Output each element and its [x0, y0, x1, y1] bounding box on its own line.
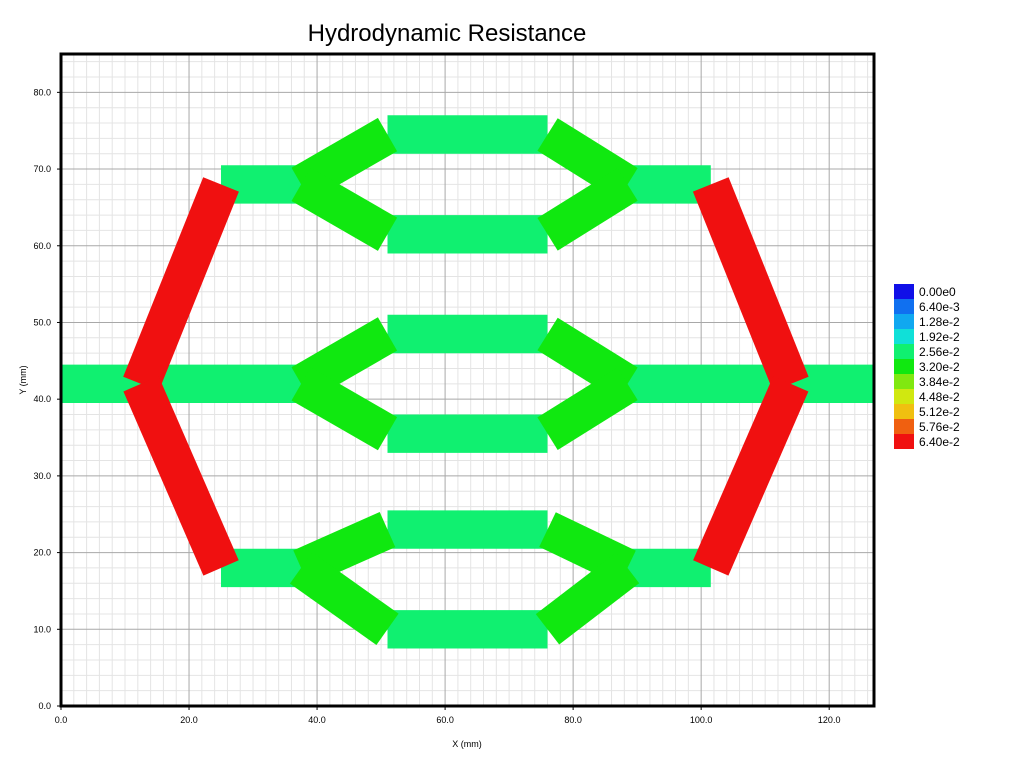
channel-segment — [291, 367, 398, 451]
channel-segment — [221, 165, 302, 204]
legend-label: 2.56e-2 — [919, 344, 960, 359]
color-legend: 0.00e0 6.40e-3 1.28e-2 1.92e-2 2.56e-2 3.20e-… — [894, 284, 960, 449]
legend-swatch — [894, 299, 914, 314]
y-axis-ticks: 0.0 10.0 20.0 30.0 40.0 50.0 60.0 70.0 80.0 — [33, 87, 61, 711]
legend-label: 5.76e-2 — [919, 419, 960, 434]
legend-item: 6.40e-2 — [894, 434, 960, 449]
legend-label: 6.40e-2 — [919, 434, 960, 449]
channel-segment — [693, 376, 809, 576]
channel-segment — [291, 167, 398, 251]
y-tick-label: 40.0 — [33, 394, 51, 404]
legend-item: 5.12e-2 — [894, 404, 960, 419]
legend-label: 3.84e-2 — [919, 374, 960, 389]
legend-swatch — [894, 434, 914, 449]
channel-segment — [387, 115, 548, 154]
channel-segment — [289, 552, 399, 645]
legend-item: 1.28e-2 — [894, 314, 960, 329]
legend-swatch — [894, 329, 914, 344]
legend-swatch — [894, 314, 914, 329]
legend-item: 4.48e-2 — [894, 389, 960, 404]
legend-label: 1.92e-2 — [919, 329, 960, 344]
legend-item: 3.20e-2 — [894, 359, 960, 374]
channel-segment — [61, 364, 141, 403]
x-tick-label: 80.0 — [564, 715, 582, 725]
legend-label: 6.40e-3 — [919, 299, 960, 314]
legend-item: 2.56e-2 — [894, 344, 960, 359]
y-tick-label: 60.0 — [33, 241, 51, 251]
x-axis-label: X (mm) — [452, 739, 482, 749]
legend-label: 3.20e-2 — [919, 359, 960, 374]
y-axis-label: Y (mm) — [18, 365, 28, 394]
y-tick-label: 0.0 — [38, 701, 51, 711]
x-tick-label: 100.0 — [690, 715, 713, 725]
channel-segment — [387, 610, 548, 649]
x-axis-ticks: 0.0 20.0 40.0 60.0 80.0 100.0 120.0 — [55, 706, 841, 725]
legend-swatch — [894, 389, 914, 404]
x-tick-label: 60.0 — [436, 715, 454, 725]
y-tick-label: 10.0 — [33, 624, 51, 634]
channel-segment — [627, 364, 791, 403]
legend-swatch — [894, 374, 914, 389]
legend-label: 4.48e-2 — [919, 389, 960, 404]
legend-swatch — [894, 344, 914, 359]
plot-frame — [59, 52, 876, 708]
x-tick-label: 0.0 — [55, 715, 68, 725]
x-tick-label: 20.0 — [180, 715, 198, 725]
channel-segment — [627, 165, 711, 204]
channel-segment — [692, 177, 809, 391]
channel-segment — [221, 548, 302, 588]
legend-item: 5.76e-2 — [894, 419, 960, 434]
channel-segment — [537, 367, 638, 450]
legend-item: 3.84e-2 — [894, 374, 960, 389]
legend-label: 1.28e-2 — [919, 314, 960, 329]
y-tick-label: 30.0 — [33, 471, 51, 481]
y-tick-label: 70.0 — [33, 164, 51, 174]
legend-swatch — [894, 359, 914, 374]
legend-swatch — [894, 404, 914, 419]
legend-swatch — [894, 419, 914, 434]
legend-item: 0.00e0 — [894, 284, 960, 299]
y-tick-label: 50.0 — [33, 317, 51, 327]
legend-label: 5.12e-2 — [919, 404, 960, 419]
x-tick-label: 120.0 — [818, 715, 841, 725]
legend-item: 1.92e-2 — [894, 329, 960, 344]
legend-item: 6.40e-3 — [894, 299, 960, 314]
channel-segment — [387, 414, 548, 453]
chart-title: Hydrodynamic Resistance — [307, 20, 587, 47]
channel-segment — [123, 376, 239, 576]
y-tick-label: 20.0 — [33, 548, 51, 558]
channel-segment — [387, 215, 548, 254]
channel-segment — [535, 552, 640, 645]
channel-segment — [387, 510, 548, 549]
legend-swatch — [894, 284, 914, 299]
channel-segment — [141, 364, 302, 403]
y-tick-label: 80.0 — [33, 87, 51, 97]
channel-segment — [387, 314, 548, 354]
x-tick-label: 40.0 — [308, 715, 326, 725]
channel-segment — [123, 177, 239, 391]
channel-segment — [790, 364, 874, 403]
channel-network — [61, 115, 874, 649]
channel-segment — [537, 168, 638, 251]
legend-label: 0.00e0 — [919, 284, 956, 299]
channel-segment — [627, 548, 711, 588]
